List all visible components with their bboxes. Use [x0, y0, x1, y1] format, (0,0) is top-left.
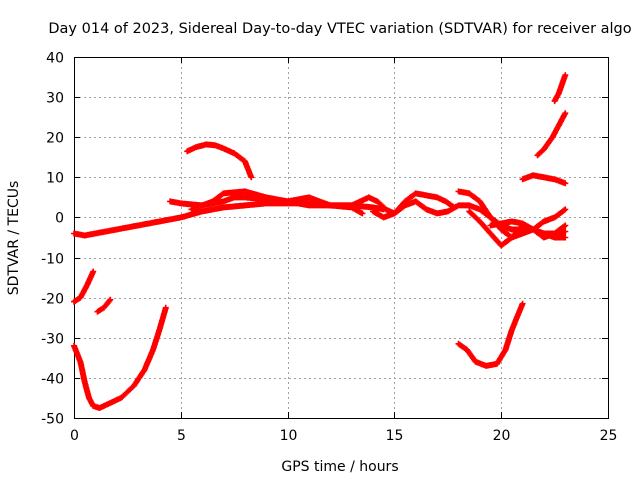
series-markers: [466, 208, 569, 249]
axis-ticks: 0 5 10 15 20 25 -50 -40 -30 -20 -10 0 10 20 30 40: [41, 51, 617, 445]
series-markers: [519, 172, 569, 187]
y-tick-label: -20: [41, 292, 64, 308]
series-arc-late-rise: [534, 110, 569, 159]
series-markers: [534, 110, 569, 159]
series-markers: [94, 296, 114, 315]
series-arc-u-dip: [71, 304, 169, 411]
series-arc-early-left: [71, 268, 97, 305]
y-tick-label: -40: [41, 372, 64, 388]
series-markers: [551, 72, 569, 105]
x-tick-label: 15: [386, 428, 404, 444]
series-arc-late-high: [519, 172, 569, 187]
grid: [74, 57, 608, 418]
x-tick-label: 0: [70, 428, 79, 444]
series-markers: [487, 218, 569, 241]
series-arc-east-c: [466, 208, 569, 249]
y-tick-label: 10: [46, 171, 64, 187]
x-tick-label: 5: [177, 428, 186, 444]
series-markers: [184, 141, 255, 181]
x-tick-label: 10: [280, 428, 298, 444]
y-tick-label: 20: [46, 131, 64, 147]
y-tick-label: 40: [46, 51, 64, 67]
series-arc-east-d: [487, 218, 569, 241]
series-markers: [71, 268, 97, 305]
series-arc-early-short: [94, 296, 114, 315]
data-series: [71, 72, 569, 411]
x-axis-label: GPS time / hours: [281, 459, 398, 475]
y-tick-label: -30: [41, 332, 64, 348]
x-tick-label: 20: [493, 428, 511, 444]
y-tick-label: -50: [41, 412, 64, 428]
plot-frame: [74, 57, 609, 419]
x-tick-label: 25: [600, 428, 618, 444]
series-arc-hump: [184, 141, 255, 181]
series-arc-late-top: [551, 72, 569, 105]
y-tick-label: 0: [55, 211, 64, 227]
series-arc-east-dip: [455, 300, 526, 369]
y-tick-label: 30: [46, 91, 64, 107]
y-axis-label: SDTVAR / TECUs: [6, 181, 22, 296]
y-tick-label: -10: [41, 252, 64, 268]
series-markers: [71, 304, 169, 411]
chart-title: Day 014 of 2023, Sidereal Day-to-day VTE…: [48, 21, 631, 37]
series-markers: [455, 300, 526, 369]
